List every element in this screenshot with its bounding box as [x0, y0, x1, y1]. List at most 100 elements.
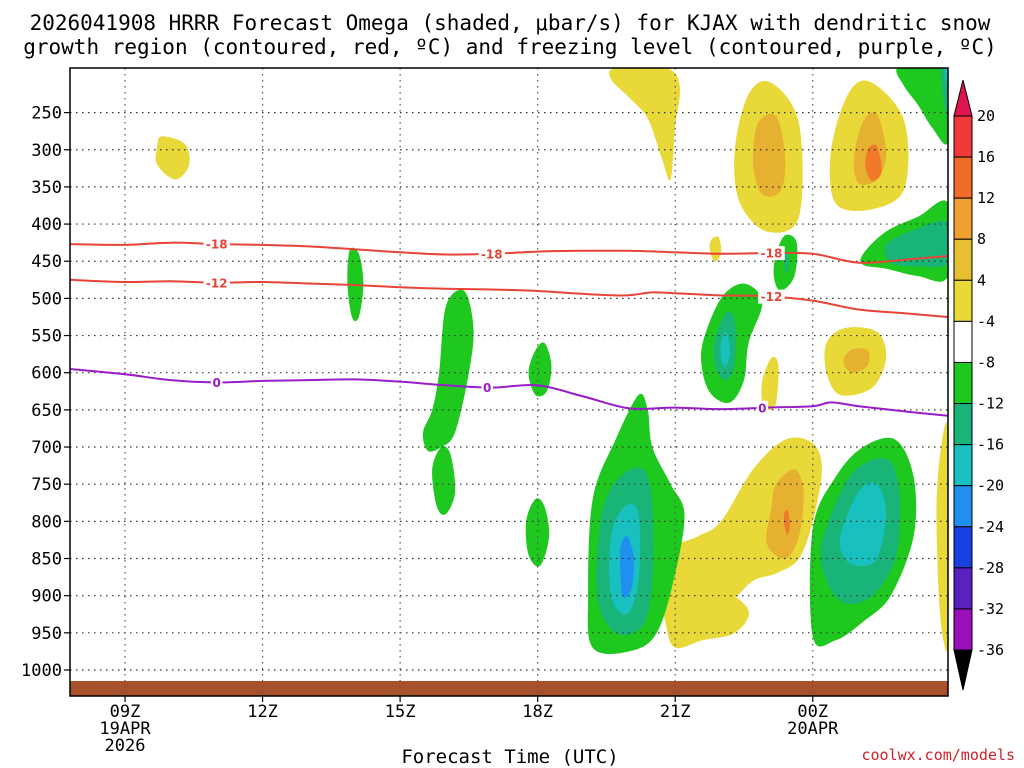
omega-down-12-right: [839, 482, 887, 566]
omega-up-12-low: [783, 509, 790, 535]
chart-title-line1: 2026041908 HRRR Forecast Omega (shaded, …: [30, 11, 991, 35]
x-axis-label: Forecast Time (UTC): [401, 746, 618, 768]
colorbar-swatch: [953, 526, 973, 569]
x-tick-label: 00Z: [797, 702, 828, 722]
dendritic-minus12-line: [70, 278, 948, 318]
plot-grid: [70, 68, 948, 696]
omega-down-4-right-top: [896, 68, 948, 145]
source-watermark: coolwx.com/models: [861, 746, 1015, 764]
omega-shading-layer: [155, 68, 948, 654]
dendritic-minus18-label: -18: [206, 238, 228, 252]
y-tick-label: 600: [31, 364, 62, 384]
y-tick-label: 700: [31, 438, 62, 458]
dendritic-minus12-label-bg: [203, 275, 230, 290]
colorbar-swatch: [953, 403, 973, 446]
freezing-level-0-label: 0: [213, 376, 221, 390]
y-tick-label: 350: [31, 178, 62, 198]
freezing-level-0-label-bg: [210, 375, 223, 390]
x-tick-label: 19APR: [99, 719, 151, 739]
freezing-level-0-label-bg: [481, 380, 493, 395]
colorbar-tick-label: -24: [977, 518, 1004, 536]
omega-down-4-d: [528, 342, 552, 397]
omega-up-4-bottom-mid: [662, 580, 749, 649]
colorbar-legend: 20 16 12 8 4 -4 -8 -12 -16 -20 -24 -28 -32 -36: [953, 79, 1004, 691]
omega-up-4-right-edge: [936, 422, 948, 652]
omega-down-12-right-top: [944, 68, 948, 87]
x-tick-label: 21Z: [660, 702, 691, 722]
plot-frame: [69, 67, 949, 697]
dendritic-minus12-label-bg: [758, 289, 785, 304]
x-tick-label: 12Z: [247, 702, 278, 722]
colorbar-swatch: [953, 567, 973, 610]
omega-up-12-mid-b: [865, 144, 882, 182]
x-tick-label: 2026: [105, 736, 146, 756]
omega-down-4-c: [432, 446, 456, 515]
x-tick-label: 09Z: [110, 702, 141, 722]
colorbar-swatch: [953, 444, 973, 487]
omega-down-12-mid: [720, 331, 731, 367]
y-tick-label: 750: [31, 475, 62, 495]
omega-down-8-right-upper: [884, 220, 948, 268]
y-tick-label: 800: [31, 512, 62, 532]
colorbar-tick-label: -36: [977, 641, 1004, 659]
colorbar-tick-label: -32: [977, 600, 1004, 618]
y-tick-label: 300: [31, 141, 62, 161]
y-tick-label: 500: [31, 289, 62, 309]
colorbar-tick-label: 16: [977, 148, 995, 166]
colorbar-swatch: [953, 197, 973, 240]
colorbar-tick-label: -28: [977, 559, 1004, 577]
y-tick-label: 400: [31, 215, 62, 235]
dendritic-minus18-label-bg: [203, 237, 230, 252]
contour-lines-layer: [70, 241, 948, 417]
colorbar-top-arrow: [953, 79, 973, 117]
colorbar-swatch: [953, 608, 973, 651]
pressure-axis: 250 300 350 400 450 500 550 600 650 700 750 800 850 9…: [21, 104, 70, 681]
freezing-level-0-line: [70, 368, 948, 417]
omega-down-4-e: [525, 498, 550, 567]
y-tick-label: 650: [31, 401, 62, 421]
x-tick-label: 15Z: [385, 702, 416, 722]
colorbar-tick-label: -20: [977, 477, 1004, 495]
dendritic-minus18-label-bg: [478, 246, 506, 261]
dendritic-minus18-label-bg: [758, 246, 785, 261]
omega-down-8-mid-upper: [784, 251, 789, 273]
colorbar-tick-label: 12: [977, 189, 995, 207]
dendritic-minus18-label: -18: [761, 247, 783, 261]
y-tick-label: 900: [31, 587, 62, 607]
colorbar-tick-label: 20: [977, 107, 995, 125]
omega-down-4-b: [422, 289, 474, 452]
contour-labels-layer: -18 -18 -18 -12 -12 0 0 0: [203, 237, 785, 415]
y-tick-label: 850: [31, 550, 62, 570]
colorbar-tick-label: -4: [977, 312, 995, 330]
freezing-level-0-label: 0: [758, 401, 766, 415]
freezing-level-0-label: 0: [483, 381, 491, 395]
omega-up-4-low-left: [155, 136, 190, 180]
colorbar-tick-label: -8: [977, 353, 995, 371]
y-tick-label: 450: [31, 252, 62, 272]
ground-surface-bar: [70, 681, 948, 696]
colorbar-swatch: [953, 238, 973, 281]
omega-up-4-low-mid: [761, 356, 779, 410]
dendritic-minus18-line: [70, 241, 948, 264]
omega-up-8-mid-right: [843, 348, 870, 373]
colorbar-swatch: [953, 320, 973, 363]
x-tick-label: 18Z: [522, 702, 553, 722]
colorbar-bottom-arrow: [953, 649, 973, 691]
x-tick-label: 20APR: [787, 719, 839, 739]
dendritic-minus12-label: -12: [206, 276, 228, 290]
colorbar-tick-label: 8: [977, 230, 986, 248]
y-tick-label: 250: [31, 104, 62, 124]
y-tick-label: 950: [31, 624, 62, 644]
omega-down-16-big: [619, 536, 635, 599]
colorbar-swatch: [953, 279, 973, 322]
colorbar-tick-label: -16: [977, 436, 1004, 454]
colorbar-tick-label: -12: [977, 395, 1004, 413]
chart-title-line2: growth region (contoured, red, ºC) and f…: [23, 35, 997, 59]
colorbar-swatch: [953, 361, 973, 405]
dendritic-minus12-label: -12: [761, 290, 783, 304]
y-tick-label: 1000: [21, 661, 62, 681]
freezing-level-0-label-bg: [756, 400, 769, 415]
colorbar-swatch: [953, 115, 973, 158]
